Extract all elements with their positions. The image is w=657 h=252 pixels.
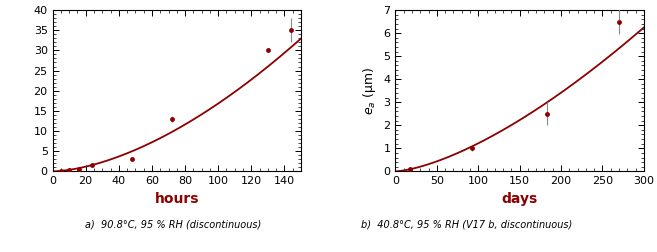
X-axis label: days: days [501, 192, 538, 206]
Text: b)  40.8°C, 95 % RH (V17 b, discontinuous): b) 40.8°C, 95 % RH (V17 b, discontinuous… [361, 219, 573, 229]
X-axis label: hours: hours [154, 192, 199, 206]
Text: a)  90.8°C, 95 % RH (discontinuous): a) 90.8°C, 95 % RH (discontinuous) [85, 219, 261, 229]
Y-axis label: $e_a$ (μm): $e_a$ (μm) [361, 67, 378, 115]
